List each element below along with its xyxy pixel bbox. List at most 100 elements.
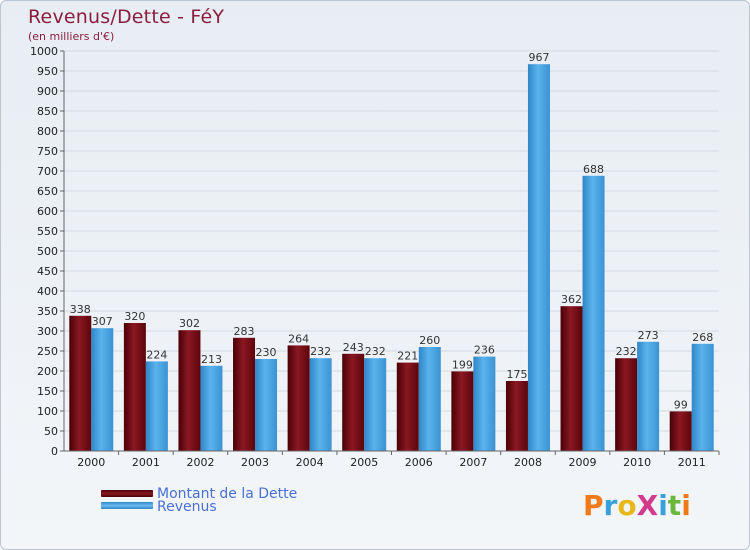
data-label-debt-2007: 199	[452, 358, 473, 371]
x-tick-label: 2008	[514, 456, 542, 469]
chart-title: Revenus/Dette - FéY	[28, 6, 225, 28]
x-tick-label: 2002	[186, 456, 214, 469]
data-label-revenus-2007: 236	[474, 344, 495, 357]
x-tick-label: 2001	[132, 456, 160, 469]
y-tick-label: 50	[44, 425, 58, 438]
bar-revenus-2003	[255, 359, 278, 451]
data-label-revenus-2001: 224	[146, 348, 167, 361]
x-tick-label: 2005	[350, 456, 378, 469]
data-label-revenus-2010: 273	[638, 329, 659, 342]
data-label-debt-2008: 175	[506, 368, 527, 381]
data-label-debt-2000: 338	[70, 303, 91, 316]
bar-debt-2005	[342, 353, 365, 451]
y-tick-label: 250	[37, 345, 58, 358]
bar-debt-2009	[560, 306, 583, 451]
bar-revenus-2008	[527, 64, 550, 451]
data-label-revenus-2005: 232	[365, 345, 386, 358]
data-label-revenus-2000: 307	[92, 315, 113, 328]
data-label-revenus-2003: 230	[256, 346, 277, 359]
y-tick-label: 400	[37, 285, 58, 298]
data-label-revenus-2006: 260	[419, 334, 440, 347]
logo-letter: o	[617, 489, 637, 522]
y-tick-label: 750	[37, 145, 58, 158]
axis-layer: 0 50 100 150 200 250 300 350 400 450 500 550 600 650 7…	[30, 45, 720, 469]
y-tick-label: 1000	[30, 45, 58, 58]
bar-revenus-2005	[364, 358, 387, 451]
bar-debt-2007	[451, 371, 474, 451]
y-tick-label: 900	[37, 85, 58, 98]
legend-label-debt: Montant de la Dette	[157, 486, 298, 502]
y-tick-label: 450	[37, 265, 58, 278]
bar-revenus-2000	[91, 328, 114, 451]
bar-debt-2003	[233, 337, 256, 451]
legend-swatch-debt	[101, 490, 153, 497]
bar-debt-2000	[69, 315, 92, 451]
data-label-revenus-2011: 268	[692, 331, 713, 344]
bar-debt-2006	[396, 362, 419, 451]
logo-letter: i	[681, 489, 691, 522]
data-label-revenus-2002: 213	[201, 353, 222, 366]
x-tick-label: 2010	[623, 456, 651, 469]
bar-debt-2010	[615, 358, 638, 451]
x-tick-label: 2006	[405, 456, 433, 469]
bar-revenus-2002	[200, 365, 223, 451]
y-tick-label: 600	[37, 205, 58, 218]
y-tick-label: 700	[37, 165, 58, 178]
x-tick-label: 2011	[678, 456, 706, 469]
bar-debt-2001	[123, 323, 146, 451]
bar-revenus-2006	[418, 347, 441, 451]
data-label-debt-2002: 302	[179, 317, 200, 330]
data-label-revenus-2004: 232	[310, 345, 331, 358]
bar-revenus-2007	[473, 356, 496, 451]
data-label-revenus-2008: 967	[528, 51, 549, 64]
bar-debt-2008	[505, 381, 528, 451]
data-label-debt-2001: 320	[124, 310, 145, 323]
chart-subtitle: (en milliers d'€)	[28, 30, 115, 43]
y-tick-label: 550	[37, 225, 58, 238]
bar-revenus-2011	[691, 343, 714, 451]
logo-letter: r	[603, 489, 618, 522]
y-tick-label: 150	[37, 385, 58, 398]
legend-swatch-revenus	[101, 502, 153, 509]
logo-letter: P	[583, 489, 604, 522]
logo-letter: X	[636, 489, 659, 522]
bar-revenus-2004	[309, 358, 332, 451]
y-tick-label: 650	[37, 185, 58, 198]
data-label-revenus-2009: 688	[583, 163, 604, 176]
bar-debt-2011	[669, 411, 692, 451]
y-tick-label: 200	[37, 365, 58, 378]
y-tick-label: 500	[37, 245, 58, 258]
grid-layer	[64, 50, 719, 452]
y-tick-label: 350	[37, 305, 58, 318]
y-tick-label: 850	[37, 105, 58, 118]
bar-debt-2002	[178, 330, 201, 451]
bar-revenus-2001	[145, 361, 168, 451]
y-tick-label: 100	[37, 405, 58, 418]
y-tick-label: 300	[37, 325, 58, 338]
data-label-debt-2010: 232	[616, 345, 637, 358]
proxiti-logo: ProXiti	[583, 489, 691, 522]
bar-revenus-2009	[582, 175, 605, 452]
x-tick-label: 2003	[241, 456, 269, 469]
data-label-debt-2005: 243	[343, 341, 364, 354]
data-label-debt-2009: 362	[561, 293, 582, 306]
y-tick-label: 0	[51, 445, 58, 458]
bar-revenus-2010	[637, 341, 660, 451]
legend-label-revenus: Revenus	[157, 499, 217, 515]
bars-layer	[69, 64, 714, 452]
x-tick-label: 2004	[296, 456, 324, 469]
y-tick-label: 950	[37, 65, 58, 78]
bar-debt-2004	[287, 345, 310, 451]
logo-letter: t	[667, 489, 682, 522]
x-tick-label: 2007	[459, 456, 487, 469]
data-label-debt-2004: 264	[288, 332, 309, 345]
y-tick-label: 800	[37, 125, 58, 138]
data-label-debt-2011: 99	[674, 398, 688, 411]
logo-letter: i	[658, 489, 668, 522]
x-tick-label: 2000	[77, 456, 105, 469]
data-label-debt-2006: 221	[397, 350, 418, 363]
data-label-debt-2003: 283	[234, 325, 255, 338]
